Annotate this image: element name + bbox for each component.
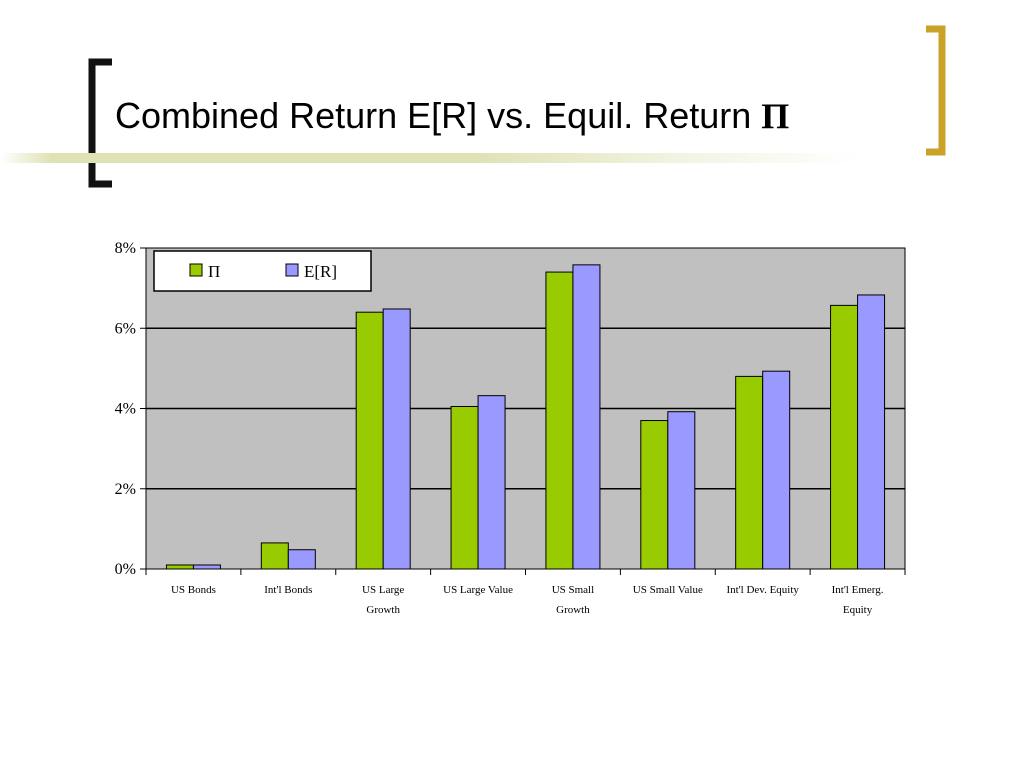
x-category-label: US Small Value	[633, 584, 703, 596]
x-labels: US Bonds Int'l Bonds US Large Growth US Larg…	[171, 584, 884, 616]
legend-label-pi: Π	[208, 262, 220, 281]
bar-pi	[260, 542, 289, 570]
bar-pi	[355, 311, 384, 570]
legend-swatch-pi	[189, 263, 203, 277]
y-tick-label: 0%	[115, 561, 136, 578]
x-category-label: Int'l Emerg.	[832, 584, 884, 596]
bar-er	[762, 370, 791, 570]
bar-pi	[830, 304, 859, 570]
x-category-label: Growth	[366, 604, 400, 616]
y-ticks: 0% 2% 4% 6% 8%	[115, 240, 146, 578]
right-bracket-icon	[926, 25, 946, 156]
y-tick-label: 6%	[115, 320, 136, 337]
bar-pi	[165, 564, 194, 570]
bar-er	[192, 564, 221, 570]
x-category-label: Int'l Dev. Equity	[726, 584, 799, 596]
bar-er	[382, 308, 411, 570]
title-underline	[0, 153, 860, 163]
y-tick-label: 8%	[115, 240, 136, 257]
bar-er	[857, 294, 886, 570]
page-title: Combined Return E[R] vs. Equil. Return Π	[115, 95, 790, 136]
bar-pi	[735, 375, 764, 570]
bar-er	[287, 549, 316, 570]
title-pi-symbol: Π	[761, 96, 790, 136]
x-ticks	[145, 569, 906, 575]
bar-er	[572, 264, 601, 570]
y-tick-label: 4%	[115, 401, 136, 418]
bar-pi	[450, 405, 479, 570]
x-category-label: Int'l Bonds	[264, 584, 312, 596]
x-category-label: US Small	[552, 584, 594, 596]
x-category-label: US Bonds	[171, 584, 216, 596]
left-bracket-icon	[88, 58, 112, 188]
bar-pi	[640, 420, 669, 570]
bar-er	[667, 411, 696, 570]
x-category-label: Growth	[556, 604, 590, 616]
legend: Π E[R]	[153, 250, 372, 292]
x-category-label: Equity	[843, 604, 873, 616]
x-category-label: US Large Value	[443, 584, 513, 596]
legend-box	[153, 250, 372, 292]
legend-label-er: E[R]	[304, 262, 337, 281]
bars-group	[165, 264, 886, 570]
bar-pi	[545, 271, 574, 570]
legend-swatch-er	[285, 263, 299, 277]
title-text: Combined Return E[R] vs. Equil. Return	[115, 95, 762, 136]
bar-er	[477, 395, 506, 570]
y-tick-label: 2%	[115, 481, 136, 498]
x-category-label: US Large	[362, 584, 404, 596]
